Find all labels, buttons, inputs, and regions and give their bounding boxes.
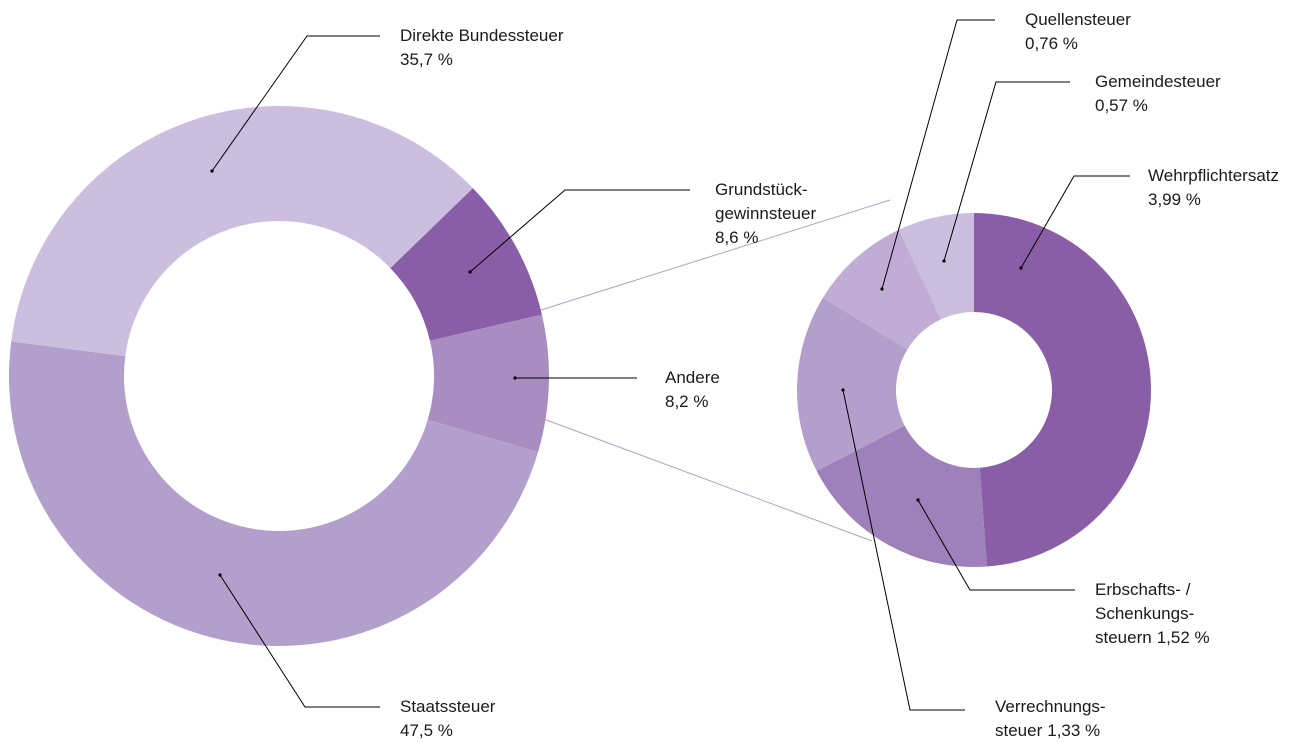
donut-segment — [797, 297, 908, 471]
leader-line — [469, 189, 690, 273]
leader-line — [917, 499, 1075, 591]
segment-label: Direkte Bundessteuer 35,7 % — [400, 24, 563, 72]
connector — [540, 199, 891, 311]
value-label: 3,99 % — [1148, 190, 1201, 209]
leader-dot — [942, 259, 946, 263]
leader-line — [842, 389, 965, 711]
leader-dot — [218, 573, 222, 577]
category-name: Andere — [665, 368, 720, 387]
segment-label: Grundstück- gewinnsteuer 8,6 % — [715, 178, 816, 250]
segment-label: Quellensteuer 0,76 % — [1025, 8, 1131, 56]
donut-segment — [816, 425, 987, 568]
value-label: 1,33 % — [1047, 721, 1101, 740]
donut-segment — [390, 188, 542, 341]
segment-label: Andere 8,2 % — [665, 366, 720, 414]
donut-segment — [974, 213, 1151, 567]
category-name: Gemeindesteuer — [1095, 72, 1221, 91]
value-label: 8,6 % — [715, 228, 759, 247]
donut-segment — [8, 341, 539, 647]
leader-line — [881, 19, 995, 290]
leader-line — [219, 574, 380, 708]
category-name: Staatssteuer — [400, 697, 496, 716]
donut-segment — [898, 213, 974, 320]
category-name: Wehrpflichtersatz — [1148, 166, 1280, 185]
leader-dot — [210, 169, 214, 173]
leader-line — [1020, 175, 1130, 269]
category-name: Quellensteuer — [1025, 10, 1131, 29]
segment-label: Wehrpflichtersatz 3,99 % — [1148, 164, 1279, 212]
category-name: Direkte Bundessteuer — [400, 26, 564, 45]
donut-segment — [427, 314, 549, 453]
leader-line — [211, 35, 380, 172]
value-label: 8,2 % — [665, 392, 709, 411]
leader-dot — [841, 388, 845, 392]
value-label: 35,7 % — [400, 50, 453, 69]
segment-label: Staatssteuer 47,5 % — [400, 695, 495, 742]
category-name: Grundstück- gewinnsteuer — [715, 180, 817, 223]
leader-dot — [916, 498, 920, 502]
category-name: Verrechnungs- steuer — [995, 697, 1106, 740]
leader-dot — [1019, 266, 1023, 270]
value-label: 1,52 % — [1156, 628, 1210, 647]
segment-label: Gemeindesteuer 0,57 % — [1095, 70, 1221, 118]
connector — [540, 417, 873, 542]
segment-label: Erbschafts- / Schenkungs- steuern 1,52 % — [1095, 578, 1210, 650]
category-name: Erbschafts- / Schenkungs- steuern — [1095, 580, 1195, 647]
value-label: 0,57 % — [1095, 96, 1148, 115]
leader-dot — [468, 270, 472, 274]
value-label: 47,5 % — [400, 721, 453, 740]
segment-label: Verrechnungs- steuer 1,33 % — [995, 695, 1106, 742]
leader-dot — [880, 287, 884, 291]
leader-line — [943, 81, 1070, 262]
leader-dot — [513, 376, 517, 380]
value-label: 0,76 % — [1025, 34, 1078, 53]
donut-segment — [11, 106, 473, 357]
